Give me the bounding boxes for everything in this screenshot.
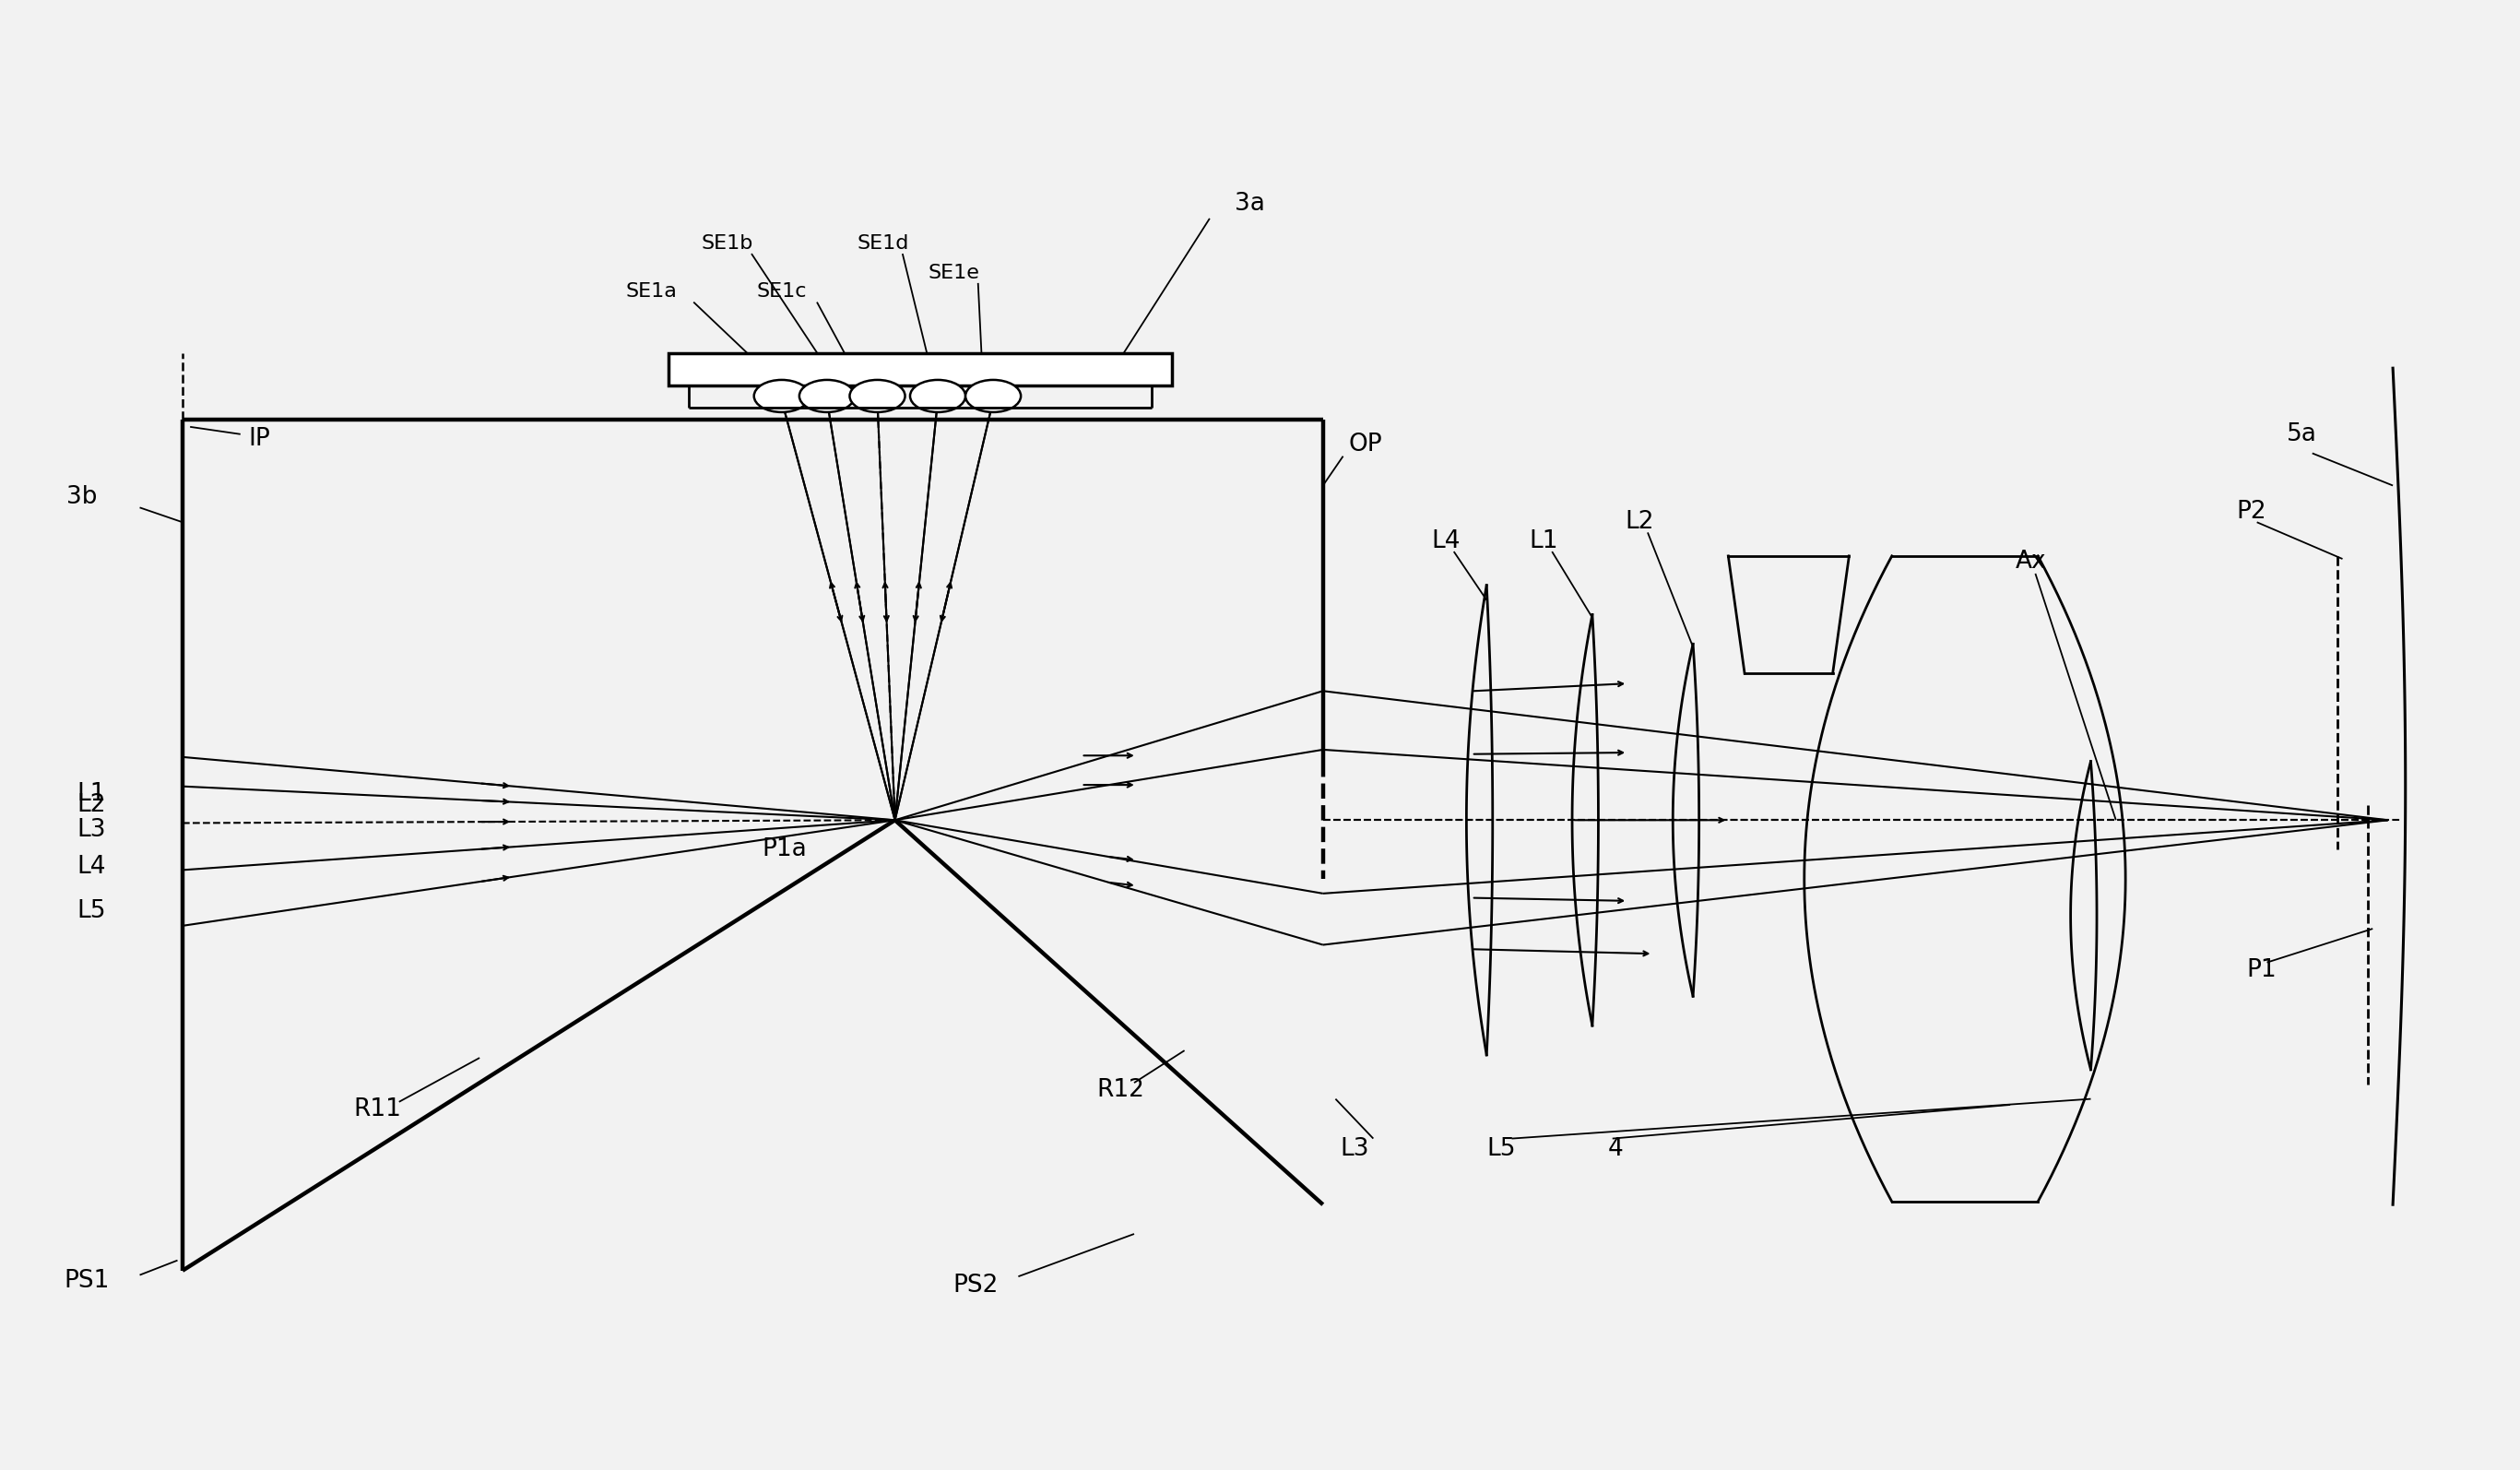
Text: L2: L2: [1625, 510, 1653, 534]
Text: L5: L5: [1487, 1136, 1515, 1161]
Text: 3b: 3b: [66, 485, 98, 509]
Text: L2: L2: [76, 794, 106, 817]
Text: SE1a: SE1a: [625, 282, 678, 301]
Text: OP: OP: [1348, 432, 1381, 457]
Ellipse shape: [910, 379, 965, 412]
Text: L3: L3: [1341, 1136, 1368, 1161]
Text: 4: 4: [1608, 1136, 1623, 1161]
Text: 3a: 3a: [1235, 191, 1265, 216]
Text: PS1: PS1: [63, 1269, 111, 1294]
Text: P2: P2: [2238, 500, 2268, 523]
Text: SE1c: SE1c: [756, 282, 806, 301]
Text: PS2: PS2: [953, 1273, 998, 1298]
Text: 5a: 5a: [2288, 422, 2318, 447]
Ellipse shape: [799, 379, 854, 412]
Text: L3: L3: [76, 819, 106, 842]
Text: P1a: P1a: [761, 838, 806, 861]
Text: SE1b: SE1b: [701, 234, 753, 253]
Text: P1: P1: [2248, 958, 2278, 982]
Text: SE1e: SE1e: [927, 263, 980, 282]
Ellipse shape: [849, 379, 905, 412]
Text: R11: R11: [353, 1097, 401, 1122]
Bar: [668, 353, 1172, 385]
Ellipse shape: [965, 379, 1021, 412]
Text: L1: L1: [1530, 529, 1557, 553]
Ellipse shape: [753, 379, 809, 412]
Text: SE1d: SE1d: [857, 234, 910, 253]
Text: R12: R12: [1096, 1078, 1144, 1102]
Text: L5: L5: [76, 900, 106, 923]
Text: IP: IP: [247, 426, 270, 451]
Text: L4: L4: [76, 856, 106, 879]
Text: L1: L1: [76, 782, 106, 806]
Text: Ax: Ax: [2016, 550, 2046, 573]
Text: L4: L4: [1431, 529, 1459, 553]
